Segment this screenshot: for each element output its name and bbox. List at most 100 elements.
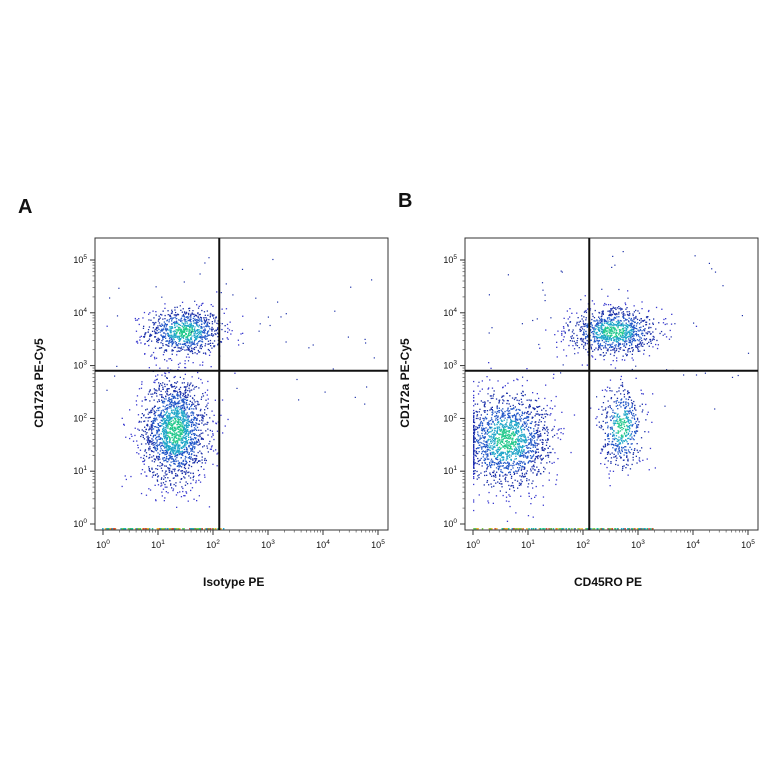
event-dot-p0 (590, 339, 592, 341)
event-dot-p1 (502, 416, 504, 418)
event-dot-p0 (554, 334, 556, 336)
event-dot-p1 (493, 453, 495, 455)
event-dot-p1 (177, 423, 180, 425)
event-dot-p0 (178, 328, 180, 330)
event-dot-p0 (670, 323, 673, 325)
event-dot-p1 (473, 453, 475, 455)
event-dot-p1 (170, 407, 172, 409)
event-dot-p1 (159, 394, 161, 396)
event-dot-p0 (617, 345, 620, 347)
event-dot-p0 (165, 327, 167, 329)
event-dot-p0 (183, 316, 186, 318)
event-dot-p1 (191, 442, 193, 444)
event-dot-p1 (518, 445, 520, 447)
event-dot-p0 (175, 342, 177, 345)
event-dot-p1 (152, 439, 154, 441)
event-dot-p1 (164, 375, 166, 377)
event-dot-p0 (188, 356, 190, 358)
event-dot-p1 (157, 484, 160, 486)
event-dot-p1 (178, 410, 180, 412)
event-dot-p0 (618, 322, 620, 325)
event-dot-p1 (189, 477, 192, 479)
event-dot-p1 (490, 395, 492, 397)
event-dot-p1 (160, 485, 162, 487)
event-dot-p1 (541, 458, 544, 460)
event-dot-p0 (640, 318, 642, 320)
event-dot-bg (334, 310, 336, 312)
event-dot-p0 (173, 346, 175, 349)
event-dot-p1 (515, 422, 517, 424)
event-dot-p1 (172, 396, 174, 398)
event-dot-p0 (623, 320, 625, 322)
event-dot-p0 (648, 323, 651, 325)
event-dot-p1 (166, 452, 169, 454)
event-dot-p0 (180, 335, 182, 337)
event-dot-p1 (477, 475, 479, 477)
event-dot-p0 (583, 334, 585, 336)
event-dot-p1 (161, 449, 163, 451)
event-dot-p0 (583, 333, 585, 335)
event-dot-p1 (520, 398, 522, 400)
event-dot-p0 (211, 347, 213, 349)
event-dot-p1 (161, 484, 163, 486)
event-dot-p1 (181, 413, 184, 415)
event-dot-p0 (603, 337, 605, 339)
event-dot-p1 (175, 429, 177, 431)
event-dot-p0 (167, 335, 170, 337)
event-dot-p1 (517, 379, 519, 381)
event-dot-p1 (167, 394, 169, 396)
event-dot-p1 (543, 427, 546, 429)
event-dot-p0 (580, 330, 582, 332)
event-dot-p0 (601, 319, 604, 321)
event-dot-p1 (147, 420, 149, 422)
event-dot-p1 (145, 494, 148, 496)
event-dot-p1 (173, 437, 175, 439)
event-dot-p0 (610, 313, 612, 315)
event-dot-p0 (625, 303, 627, 306)
event-dot-p0 (599, 336, 602, 338)
event-dot-p1 (515, 424, 517, 426)
event-dot-p1 (536, 474, 538, 476)
event-dot-p0 (635, 315, 637, 318)
event-dot-p1 (174, 401, 176, 403)
event-dot-p0 (571, 331, 574, 333)
event-dot-p1 (542, 504, 544, 506)
event-dot-p0 (174, 333, 176, 335)
event-dot-p1 (152, 444, 154, 446)
event-dot-bg (350, 286, 352, 288)
event-dot-p1 (185, 397, 188, 399)
event-dot-p1 (188, 423, 190, 425)
event-dot-p0 (201, 338, 203, 341)
event-dot-p1 (157, 374, 159, 376)
event-dot-p1 (185, 481, 187, 483)
event-dot-p1 (501, 396, 503, 398)
event-dot-p1 (503, 467, 505, 469)
event-dot-p0 (623, 324, 625, 326)
event-dot-p1 (163, 452, 165, 454)
event-dot-bg (272, 258, 274, 261)
event-dot-p1 (546, 441, 548, 444)
event-dot-p0 (580, 339, 582, 341)
event-dot-p0 (610, 349, 612, 351)
event-dot-p1 (176, 410, 179, 412)
event-dot-bg (199, 273, 201, 275)
event-dot-p1 (204, 409, 206, 411)
event-dot-p0 (631, 347, 633, 349)
event-dot-p1 (551, 408, 554, 410)
event-dot-p1 (533, 430, 535, 432)
event-dot-p1 (165, 398, 167, 400)
event-dot-p1 (178, 435, 180, 437)
event-dot-p1 (193, 447, 196, 450)
event-dot-p1 (543, 427, 545, 429)
event-dot-p1 (167, 400, 169, 402)
event-dot-p1 (165, 465, 167, 467)
event-dot-p1 (197, 404, 199, 406)
event-dot-p0 (629, 312, 631, 315)
event-dot-p0 (639, 336, 641, 338)
event-dot-p0 (197, 334, 200, 336)
event-dot-p1 (523, 449, 525, 451)
event-dot-p1 (156, 426, 158, 428)
event-dot-p0 (638, 330, 640, 332)
event-dot-p0 (611, 313, 613, 316)
event-dot-p1 (166, 431, 169, 433)
